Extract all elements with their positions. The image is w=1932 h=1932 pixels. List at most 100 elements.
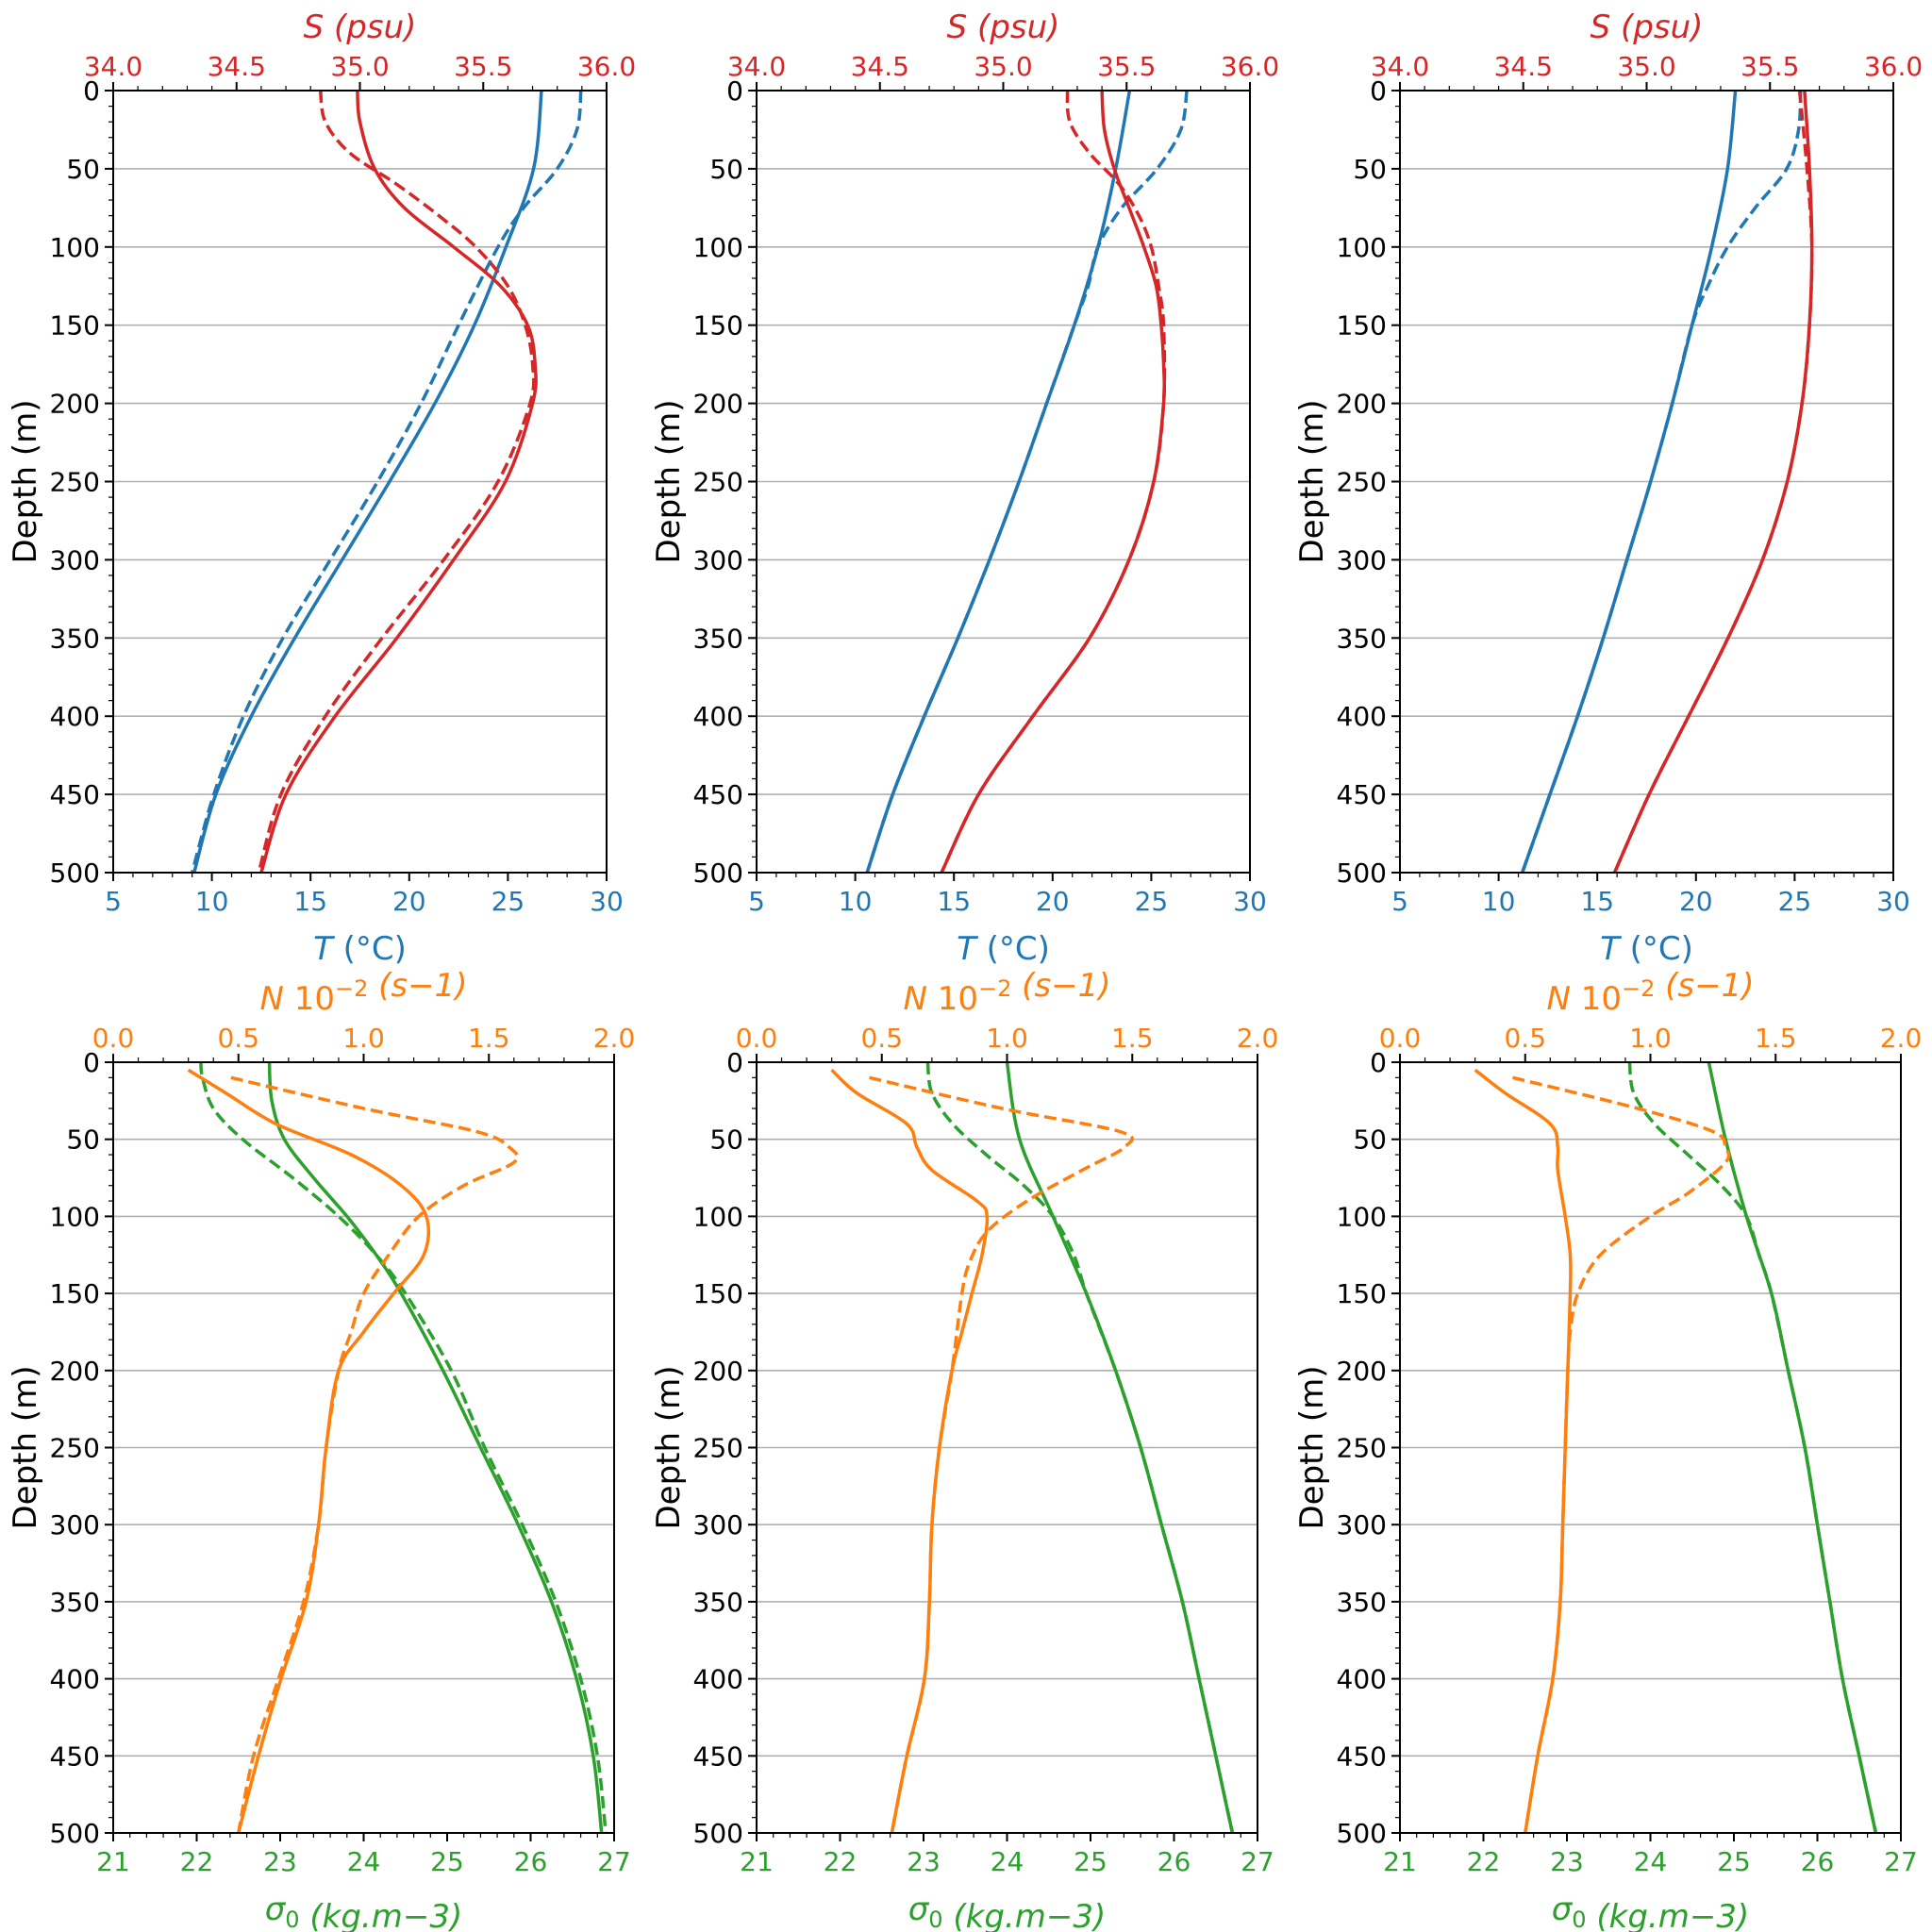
y-tick-label: 200 [1337,389,1387,420]
y-tick-label: 100 [50,1201,100,1232]
bottom-tick-label: 10 [1482,886,1516,917]
bottom-tick-label: 30 [1876,886,1910,917]
top-tick-label: 0.5 [860,1023,903,1054]
y-tick-label: 450 [693,1740,743,1772]
y-tick-label: 450 [50,779,100,810]
series-line-buoyancy-dashed [230,1075,520,1834]
y-axis-label: Depth (m) [7,399,44,563]
y-axis-label: Depth (m) [1293,399,1331,563]
bottom-tick-label: 22 [180,1846,214,1877]
series-line-temperature-solid [192,90,543,874]
top-tick-label: 2.0 [1880,1023,1923,1054]
bottom-tick-label: 25 [1717,1846,1751,1877]
top-axis-label: N 10−2 (s−1) [903,967,1110,1018]
bottom-tick-label: 27 [1241,1846,1274,1877]
bottom-tick-label: 23 [907,1846,941,1877]
bottom-axis-label: T (°C) [957,930,1050,968]
y-tick-label: 400 [693,1664,743,1695]
top-tick-label: 35.0 [1617,51,1675,82]
bottom-tick-label: 5 [105,886,122,917]
bottom-tick-label: 22 [824,1846,858,1877]
top-tick-label: 1.5 [468,1023,510,1054]
y-tick-label: 50 [1353,154,1387,185]
series-line-temperature-dashed [865,90,1189,874]
top-tick-label: 1.0 [986,1023,1028,1054]
y-tick-label: 200 [1337,1356,1387,1387]
y-tick-label: 400 [50,1664,100,1695]
y-tick-label: 100 [693,1201,743,1232]
y-tick-label: 0 [1370,75,1387,107]
y-tick-label: 350 [1337,1587,1387,1618]
y-tick-label: 50 [1353,1124,1387,1156]
y-tick-label: 500 [50,858,100,889]
top-axis-label: S (psu) [1591,8,1704,46]
y-tick-label: 250 [693,467,743,498]
bottom-tick-label: 21 [1383,1846,1417,1877]
top-tick-label: 36.0 [1864,51,1923,82]
top-tick-label: 0.0 [736,1023,778,1054]
series-line-salinity-solid [259,90,538,874]
y-tick-label: 500 [693,858,743,889]
y-tick-label: 200 [693,389,743,420]
y-tick-label: 0 [726,1047,743,1078]
y-tick-label: 450 [1337,779,1387,810]
top-tick-label: 35.0 [330,51,389,82]
top-tick-label: 0.5 [217,1023,259,1054]
y-tick-label: 150 [50,1278,100,1309]
y-tick-label: 300 [693,544,743,575]
series-line-temperature-dashed [191,90,583,874]
y-tick-label: 200 [693,1356,743,1387]
y-tick-label: 250 [50,467,100,498]
bottom-tick-label: 21 [740,1846,774,1877]
bottom-tick-label: 25 [1135,886,1169,917]
top-tick-label: 36.0 [1221,51,1279,82]
series-line-buoyancy-solid [830,1068,990,1834]
y-tick-label: 400 [1337,701,1387,732]
bottom-tick-label: 24 [347,1846,381,1877]
bottom-tick-label: 22 [1467,1846,1501,1877]
bottom-tick-label: 20 [1036,886,1070,917]
y-tick-label: 100 [1337,1201,1387,1232]
y-tick-label: 450 [1337,1740,1387,1772]
top-tick-label: 1.5 [1755,1023,1797,1054]
y-tick-label: 250 [50,1433,100,1464]
top-tick-label: 36.0 [577,51,636,82]
y-tick-label: 400 [693,701,743,732]
series-line-buoyancy-solid [187,1068,431,1834]
y-tick-label: 150 [693,1278,743,1309]
series-line-density-dashed [925,1061,1235,1834]
y-tick-label: 500 [693,1818,743,1849]
top-tick-label: 34.0 [84,51,142,82]
top-tick-label: 1.0 [342,1023,385,1054]
y-tick-label: 100 [50,232,100,263]
top-axis-label: S (psu) [304,8,417,46]
y-tick-label: 150 [1337,1278,1387,1309]
y-tick-label: 200 [50,1356,100,1387]
series-line-buoyancy-dashed [869,1075,1135,1834]
top-axis-label: N 10−2 (s−1) [1546,967,1754,1018]
y-tick-label: 150 [693,310,743,341]
y-tick-label: 50 [66,1124,100,1156]
bottom-tick-label: 15 [1580,886,1614,917]
top-tick-label: 34.0 [727,51,786,82]
y-axis-label: Depth (m) [1293,1365,1331,1529]
bottom-tick-label: 10 [839,886,873,917]
series-line-buoyancy-dashed [1512,1075,1731,1834]
y-tick-label: 300 [1337,544,1387,575]
bottom-axis-label: T (°C) [313,930,407,968]
series-line-salinity-dashed [1612,90,1814,874]
top-tick-label: 1.5 [1111,1023,1154,1054]
top-tick-label: 34.5 [851,51,909,82]
bottom-tick-label: 5 [1391,886,1408,917]
y-tick-label: 0 [1370,1047,1387,1078]
series-line-temperature-solid [1521,90,1738,874]
bottom-tick-label: 15 [937,886,971,917]
series-line-temperature-dashed [1521,90,1803,874]
y-tick-label: 400 [50,701,100,732]
y-tick-label: 450 [50,1740,100,1772]
y-tick-label: 150 [1337,310,1387,341]
